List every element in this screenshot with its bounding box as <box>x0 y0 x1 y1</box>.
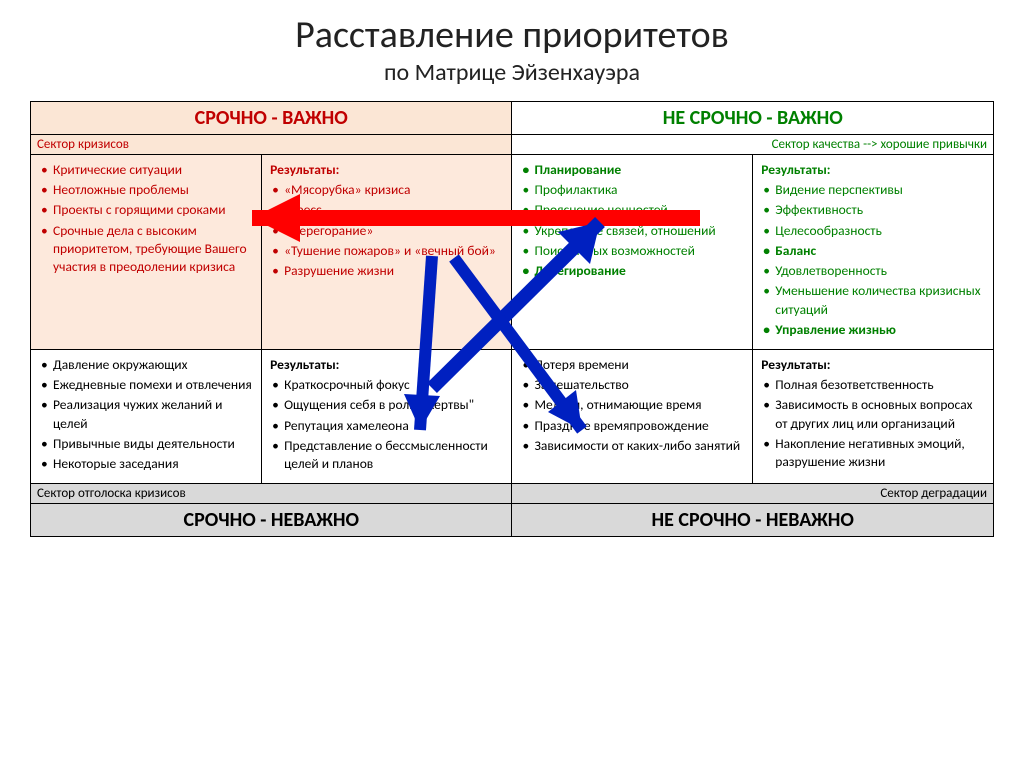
header-noturgent-notimportant: НЕ СРОЧНО - НЕВАЖНО <box>512 504 994 537</box>
q3-result: Репутация хамелеона <box>270 417 503 435</box>
q1-result: Разрушение жизни <box>270 262 503 280</box>
q2-item: Укрепление связей, отношений <box>520 222 744 240</box>
q2-item: Поиск новых возможностей <box>520 242 744 260</box>
q2-results-label: Результаты: <box>761 161 985 179</box>
q2-item: Профилактика <box>520 181 744 199</box>
header-urgent-notimportant: СРОЧНО - НЕВАЖНО <box>31 504 512 537</box>
q4-item: Праздное времяпровождение <box>520 417 744 435</box>
q1-item: Неотложные проблемы <box>39 181 253 199</box>
q3-item: Реализация чужих желаний и целей <box>39 396 253 432</box>
q2-results-cell: Результаты: Видение перспективы Эффективн… <box>753 155 994 350</box>
q2-result: Управление жизнью <box>761 321 985 339</box>
q2-result: Эффективность <box>761 201 985 219</box>
q1-item: Проекты с горящими сроками <box>39 201 253 219</box>
q2-result: Баланс <box>761 242 985 260</box>
q4-items-cell: Потеря времени Замешательство Мелочи, отни… <box>512 349 753 483</box>
q3-result: Краткосрочный фокус <box>270 376 503 394</box>
q1-items-cell: Критические ситуации Неотложные проблемы П… <box>31 155 262 350</box>
eisenhower-matrix: СРОЧНО - ВАЖНО НЕ СРОЧНО - ВАЖНО Сектор … <box>30 101 994 537</box>
q1-item: Критические ситуации <box>39 161 253 179</box>
sector-label-q4: Сектор деградации <box>512 484 994 504</box>
header-noturgent-important: НЕ СРОЧНО - ВАЖНО <box>512 102 994 135</box>
sector-label-q1: Сектор кризисов <box>31 135 512 155</box>
q2-result: Удовлетворенность <box>761 262 985 280</box>
q3-result: Представление о бессмысленности целей и … <box>270 437 503 473</box>
q4-item: Зависимости от каких-либо занятий <box>520 437 744 455</box>
page-subtitle: по Матрице Эйзенхауэра <box>30 58 994 87</box>
q4-result: Накопление негативных эмоций, разрушение… <box>761 435 985 471</box>
q3-results-cell: Результаты: Краткосрочный фокус Ощущения … <box>262 349 512 483</box>
sector-label-q3: Сектор отголоска кризисов <box>31 484 512 504</box>
q1-results-cell: Результаты: «Мясорубка» кризиса Стресс «Пе… <box>262 155 512 350</box>
q1-result: «Тушение пожаров» и «вечный бой» <box>270 242 503 260</box>
q3-item: Некоторые заседания <box>39 455 253 473</box>
q3-item: Ежедневные помехи и отвлечения <box>39 376 253 394</box>
q2-result: Уменьшение количества кризисных ситуаций <box>761 282 985 318</box>
q2-item: Делегирование <box>520 262 744 280</box>
q2-result: Видение перспективы <box>761 181 985 199</box>
q4-item: Мелочи, отнимающие время <box>520 396 744 414</box>
page-title: Расставление приоритетов <box>30 12 994 58</box>
sector-label-q2: Сектор качества --> хорошие привычки <box>512 135 994 155</box>
q4-result: Полная безответственность <box>761 376 985 394</box>
q3-item: Привычные виды деятельности <box>39 435 253 453</box>
q1-result: Стресс <box>270 201 503 219</box>
q2-items-cell: Планирование Профилактика Прояснение ценно… <box>512 155 753 350</box>
q2-item: Прояснение ценностей <box>520 201 744 219</box>
q3-items-cell: Давление окружающих Ежедневные помехи и о… <box>31 349 262 483</box>
q4-item: Потеря времени <box>520 356 744 374</box>
q3-item: Давление окружающих <box>39 356 253 374</box>
q2-item: Планирование <box>520 161 744 179</box>
q3-results-label: Результаты: <box>270 356 503 374</box>
q2-result: Целесообразность <box>761 222 985 240</box>
q1-result: «Перегорание» <box>270 222 503 240</box>
q4-results-cell: Результаты: Полная безответственность Зав… <box>753 349 994 483</box>
q4-results-label: Результаты: <box>761 356 985 374</box>
q3-result: Ощущения себя в роли "жертвы" <box>270 396 503 414</box>
q1-results-label: Результаты: <box>270 161 503 179</box>
q1-item: Срочные дела с высоким приоритетом, треб… <box>39 222 253 277</box>
q4-item: Замешательство <box>520 376 744 394</box>
q4-result: Зависимость в основных вопросах от други… <box>761 396 985 432</box>
q1-result: «Мясорубка» кризиса <box>270 181 503 199</box>
header-urgent-important: СРОЧНО - ВАЖНО <box>31 102 512 135</box>
